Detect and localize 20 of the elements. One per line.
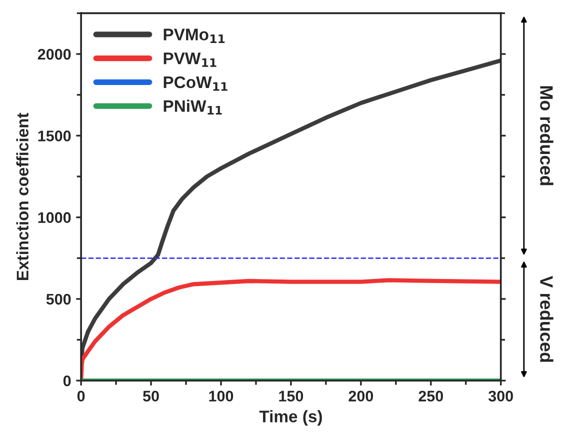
text: Mo reduced [540,86,554,186]
legend-label: PNiW$_{11}$ [164,100,222,115]
y-tick-label: 1000 [38,212,71,223]
legend-label: PCoW$_{11}$ [164,76,228,91]
x-tick-label: 150 [279,390,304,402]
y-tick-label: 500 [46,294,71,305]
x-axis-title: Time (s) [259,410,322,426]
legend-label: PVMo$_{11}$ [164,28,225,43]
legend-label: PVW$_{11}$ [164,52,216,67]
y-tick-label: 1500 [38,130,71,142]
x-tick-label: 250 [418,390,443,402]
text: V reduced [540,276,554,362]
y-tick-label: 2000 [38,48,71,60]
x-tick-label: 100 [209,390,234,402]
x-tick-label: 0 [77,390,85,402]
y-tick-label: 0 [63,375,71,386]
x-tick-label: 300 [488,390,513,402]
x-tick-label: 200 [348,390,374,402]
y-axis-title: Extinction coefficient [16,112,29,280]
x-tick-label: 50 [142,390,159,402]
